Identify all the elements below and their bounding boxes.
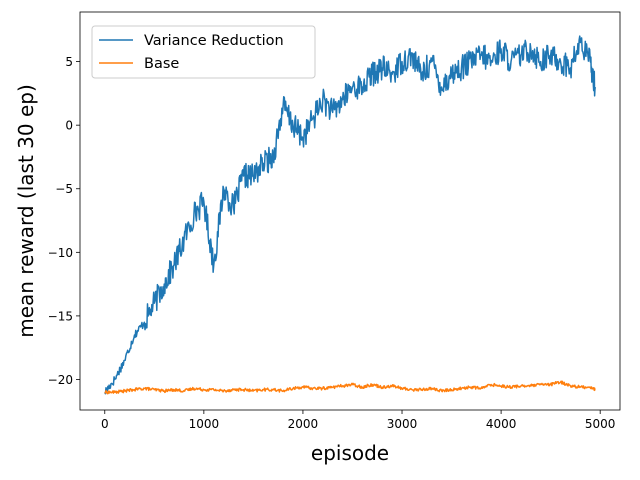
x-axis-label: episode bbox=[311, 441, 389, 465]
plot-frame bbox=[79, 11, 621, 411]
y-tick-label: −20 bbox=[48, 373, 73, 387]
x-tick-label: 1000 bbox=[189, 417, 220, 431]
x-tick-label: 3000 bbox=[387, 417, 418, 431]
legend-label-base: Base bbox=[144, 56, 179, 72]
legend-label-variance-reduction: Variance Reduction bbox=[144, 33, 284, 49]
x-tick-label: 4000 bbox=[486, 417, 517, 431]
y-tick-label: −10 bbox=[48, 246, 73, 260]
y-axis-label: mean reward (last 30 ep) bbox=[14, 84, 38, 338]
series-line-base bbox=[104, 380, 596, 395]
y-tick-label: 5 bbox=[65, 55, 73, 69]
x-tick-label: 5000 bbox=[585, 417, 616, 431]
legend-box bbox=[91, 25, 316, 79]
y-tick-label: 0 bbox=[65, 119, 73, 133]
legend: Variance Reduction Base bbox=[91, 25, 316, 79]
y-tick-label: −15 bbox=[48, 309, 73, 323]
x-tick-label: 0 bbox=[101, 417, 109, 431]
x-axis: 0 1000 2000 3000 4000 5000 bbox=[101, 410, 616, 431]
x-tick-label: 2000 bbox=[288, 417, 319, 431]
series-line-variance-reduction bbox=[104, 35, 596, 395]
series-layer bbox=[104, 35, 596, 395]
y-axis: −20 −15 −10 −5 0 5 bbox=[48, 55, 80, 387]
y-tick-label: −5 bbox=[55, 182, 73, 196]
